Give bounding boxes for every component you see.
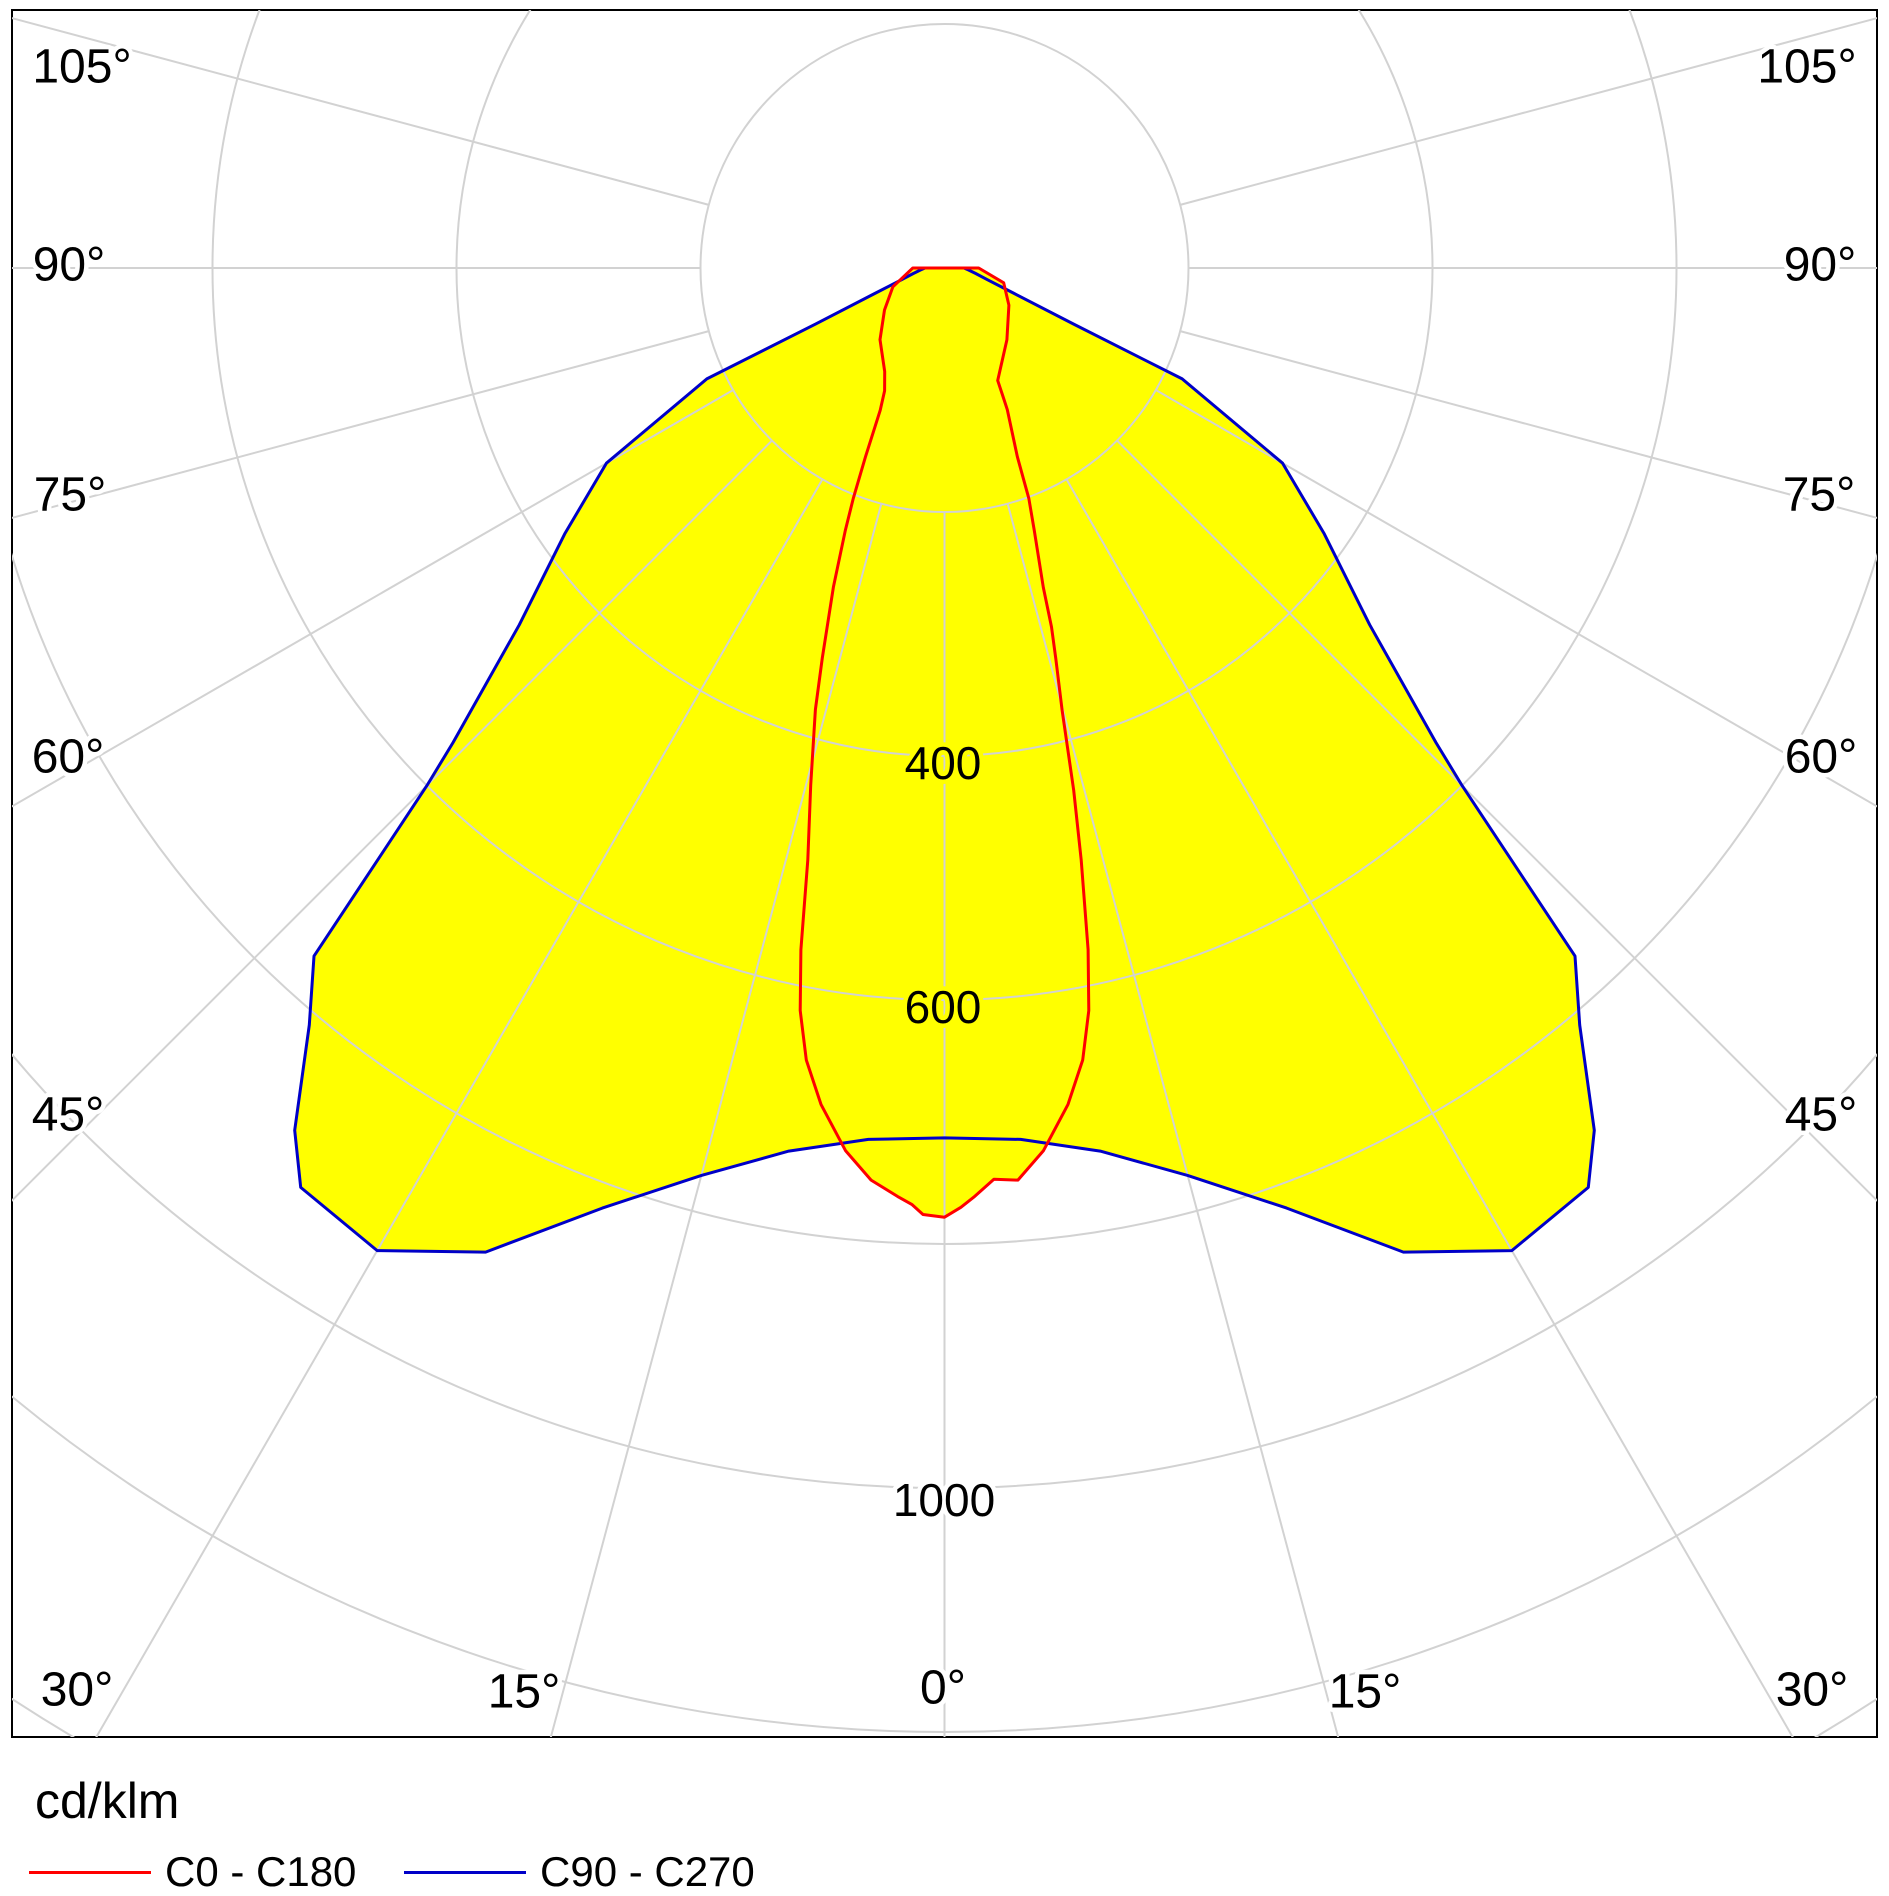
legend-row: C0 - C180 C90 - C270 [0,1848,1889,1896]
c0-c180-curve [798,266,1091,1219]
angle-label-bottom: 15° [1329,1666,1402,1719]
angle-label-bottom: 30° [1776,1664,1849,1717]
angle-label-right: 75° [1783,469,1856,522]
angle-label-left: 45° [32,1089,105,1142]
c90-c270-line-swatch [404,1870,526,1874]
radial-value-label: 600 [905,981,982,1033]
angle-label-bottom: 30° [41,1664,114,1717]
angle-label-bottom: 15° [488,1666,561,1719]
legend-label-c90-c270: C90 - C270 [540,1848,755,1895]
c90-c270-curve [293,266,1596,1254]
legend-item-c90-c270: C90 - C270 [404,1848,755,1896]
angle-label-left: 75° [34,469,107,522]
legend-label-c0-c180: C0 - C180 [165,1848,357,1895]
angle-label-right: 90° [1784,239,1857,292]
angle-label-left: 60° [32,731,105,784]
unit-label: cd/klm [35,1773,180,1829]
angle-label-left: 105° [32,41,131,94]
angle-label-right: 45° [1785,1089,1858,1142]
radial-value-label: 400 [905,737,982,789]
angle-label-left: 90° [33,239,106,292]
c0-c180-line-swatch [29,1870,151,1874]
legend-item-c0-c180: C0 - C180 [29,1848,356,1896]
legend: cd/klm C0 - C180 C90 - C270 [0,1770,1889,1896]
angle-label-right: 105° [1757,41,1856,94]
angle-label-right: 60° [1785,731,1858,784]
radial-value-label: 1000 [893,1474,995,1526]
angle-label-bottom: 0° [920,1662,966,1715]
